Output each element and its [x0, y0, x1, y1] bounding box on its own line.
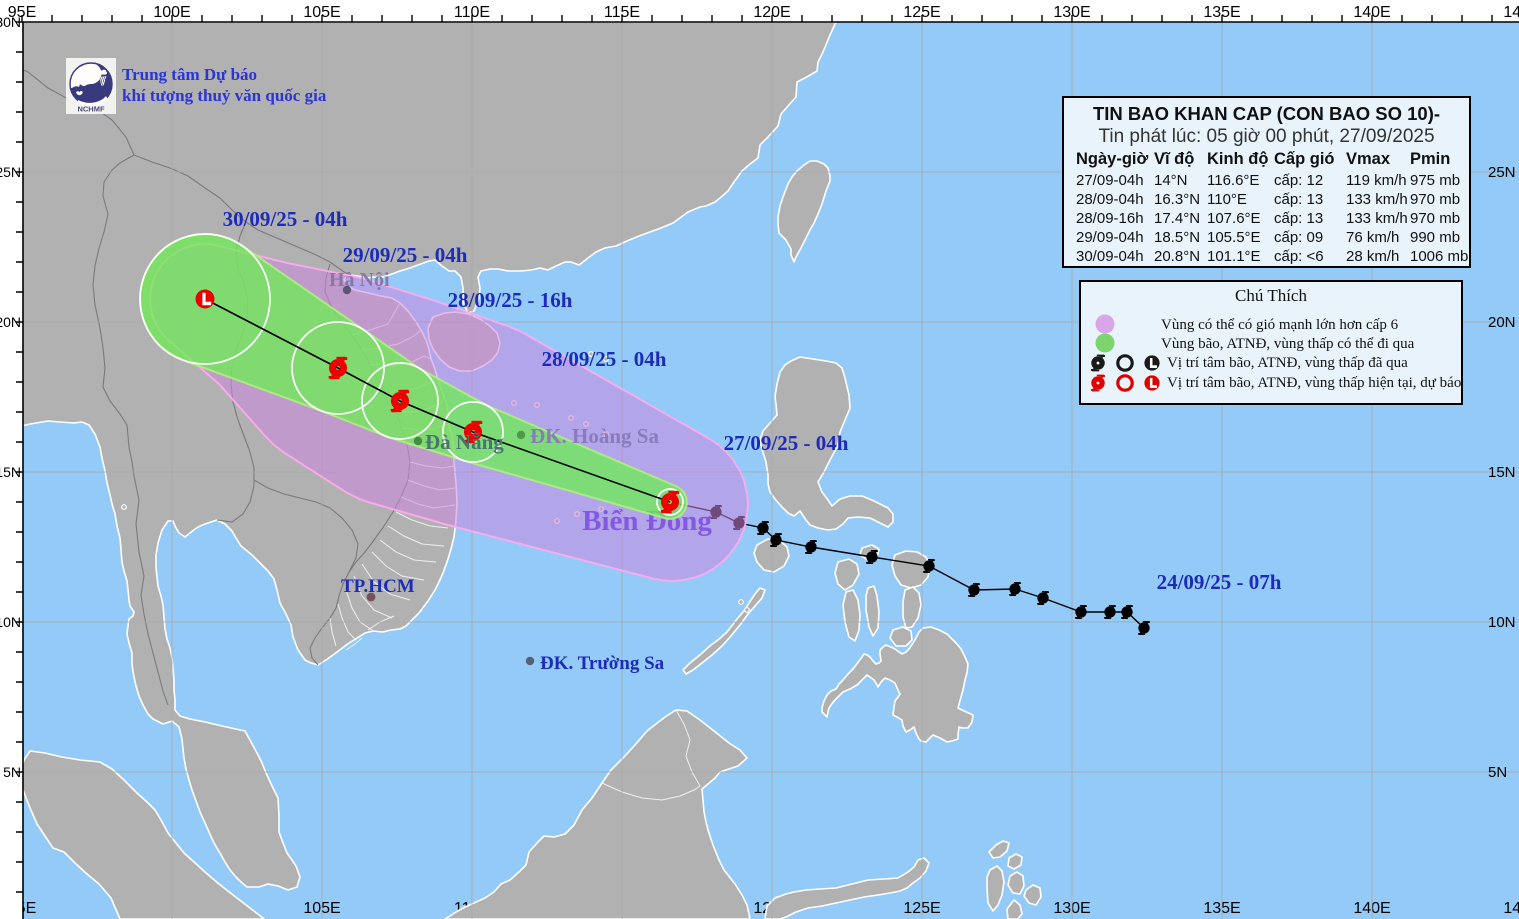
svg-text:145E: 145E	[1503, 900, 1519, 917]
svg-text:105E: 105E	[303, 4, 340, 21]
svg-text:Hà Nội: Hà Nội	[329, 269, 390, 291]
svg-text:24/09/25 - 07h: 24/09/25 - 07h	[1157, 570, 1282, 594]
svg-text:120E: 120E	[753, 4, 790, 21]
svg-text:15N: 15N	[0, 464, 21, 480]
svg-text:30/09/25 - 04h: 30/09/25 - 04h	[223, 207, 348, 231]
svg-text:27/09/25 - 04h: 27/09/25 - 04h	[724, 431, 849, 455]
svg-text:25N: 25N	[0, 164, 21, 180]
svg-text:28/09/25 - 16h: 28/09/25 - 16h	[448, 288, 573, 312]
svg-text:135E: 135E	[1203, 4, 1240, 21]
svg-text:5N: 5N	[1488, 764, 1507, 781]
svg-text:ĐK. Trường Sa: ĐK. Trường Sa	[540, 653, 665, 674]
svg-text:NCHMF: NCHMF	[77, 105, 104, 114]
svg-text:95E: 95E	[8, 4, 36, 21]
svg-text:145E: 145E	[1503, 4, 1519, 21]
svg-text:30N: 30N	[0, 14, 21, 30]
svg-text:15N: 15N	[1488, 464, 1516, 481]
svg-text:130E: 130E	[1053, 4, 1090, 21]
svg-text:28/09/25 - 04h: 28/09/25 - 04h	[542, 347, 667, 371]
svg-text:125E: 125E	[903, 4, 940, 21]
svg-text:115E: 115E	[604, 4, 640, 21]
svg-text:140E: 140E	[1353, 4, 1390, 21]
svg-text:ĐK. Hoàng Sa: ĐK. Hoàng Sa	[530, 424, 659, 448]
svg-text:10N: 10N	[1488, 614, 1516, 631]
svg-text:25N: 25N	[1488, 164, 1516, 181]
svg-text:110E: 110E	[454, 4, 490, 21]
svg-text:Đà Nẵng: Đà Nẵng	[425, 430, 504, 454]
svg-text:TP.HCM: TP.HCM	[341, 576, 415, 597]
svg-text:29/09/25 - 04h: 29/09/25 - 04h	[343, 243, 468, 267]
svg-text:10N: 10N	[0, 614, 21, 630]
svg-text:20N: 20N	[1488, 314, 1516, 331]
svg-text:20N: 20N	[0, 314, 21, 330]
svg-text:100E: 100E	[153, 4, 190, 21]
svg-text:5N: 5N	[3, 764, 21, 780]
